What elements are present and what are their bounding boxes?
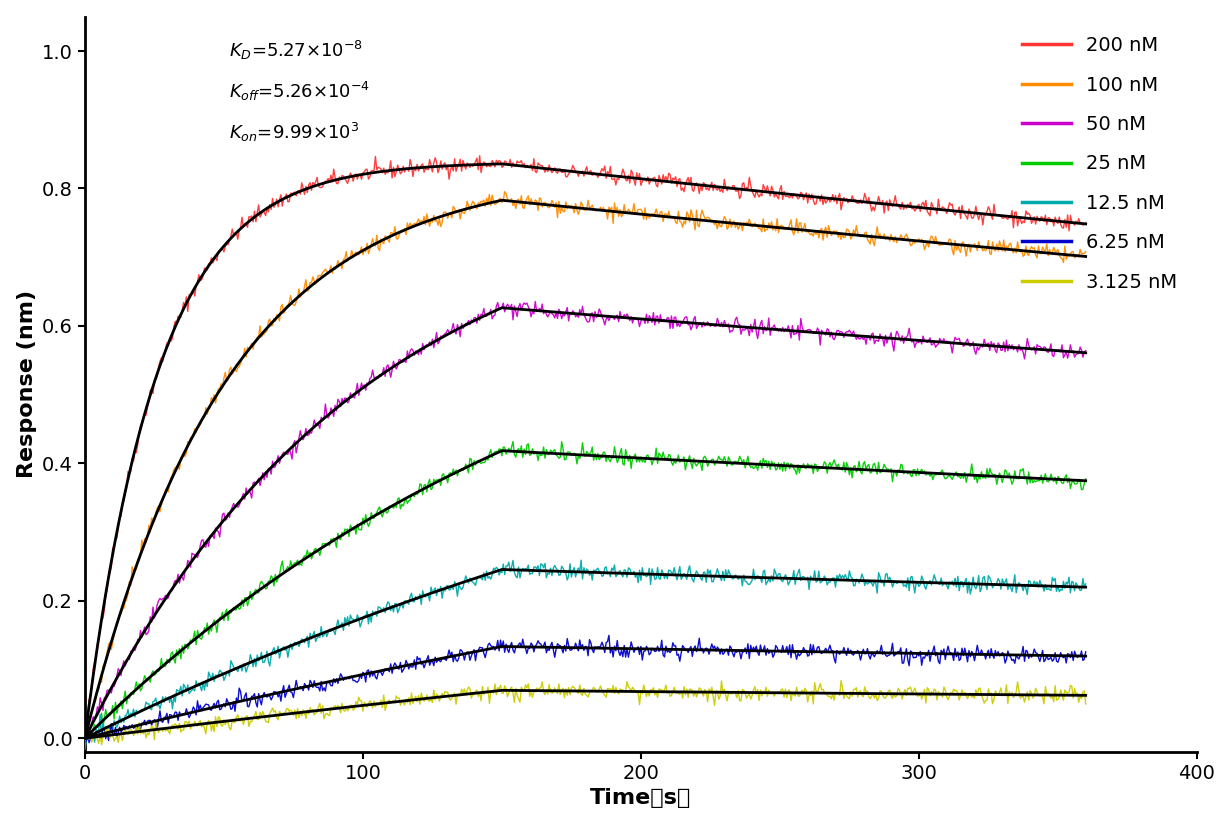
Legend: 200 nM, 100 nM, 50 nM, 25 nM, 12.5 nM, 6.25 nM, 3.125 nM: 200 nM, 100 nM, 50 nM, 25 nM, 12.5 nM, 6…: [1013, 26, 1188, 301]
X-axis label: Time（s）: Time（s）: [590, 789, 691, 808]
Text: $K_D$=5.27×10$^{-8}$
$K_{off}$=5.26×10$^{-4}$
$K_{on}$=9.99×10$^{3}$: $K_D$=5.27×10$^{-8}$ $K_{off}$=5.26×10$^…: [229, 39, 371, 144]
Y-axis label: Response (nm): Response (nm): [17, 290, 37, 478]
